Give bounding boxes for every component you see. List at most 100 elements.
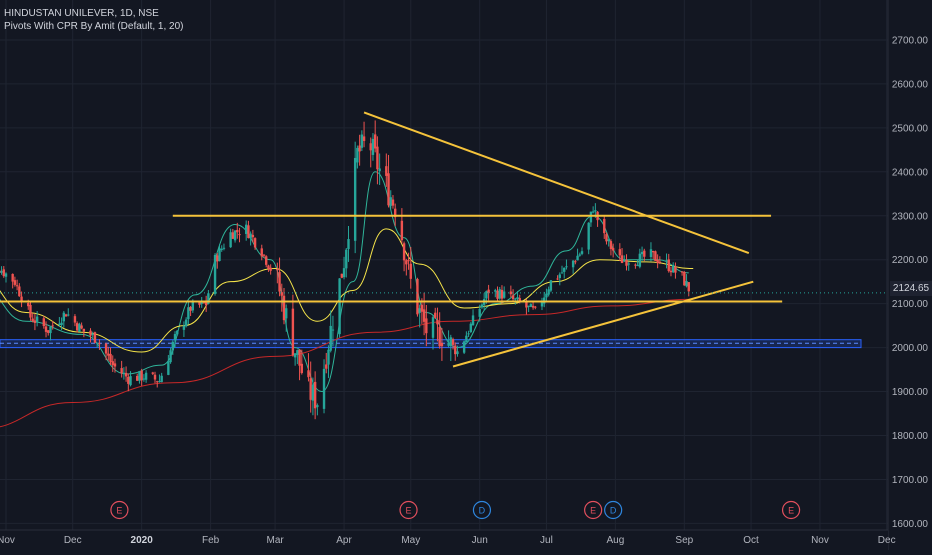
candle-body: [109, 353, 112, 362]
candle-body: [634, 264, 637, 266]
candle-body: [73, 316, 77, 323]
x-tick-label: Jul: [540, 535, 553, 546]
candle-body: [2, 269, 5, 277]
y-tick-label: 2200.00: [892, 255, 929, 266]
y-tick-label: 2300.00: [892, 211, 929, 222]
candle-body: [265, 256, 268, 265]
candle-body: [665, 260, 668, 262]
x-tick-label: Sep: [675, 535, 693, 546]
candle-body: [547, 289, 550, 295]
x-tick-label: Dec: [878, 535, 896, 546]
event-marker-e[interactable]: E: [781, 500, 801, 520]
candle-body: [436, 319, 439, 325]
event-marker-e[interactable]: E: [584, 500, 603, 520]
candle-body: [247, 225, 250, 238]
candle-body: [253, 238, 257, 248]
candle-body: [447, 342, 450, 346]
chart-legend: HINDUSTAN UNILEVER, 1D, NSE Pivots With …: [4, 7, 184, 33]
candle-body: [153, 374, 157, 380]
candle-body: [409, 263, 412, 279]
candle-body: [669, 270, 673, 273]
candle-body: [307, 370, 310, 378]
candle-body: [389, 197, 392, 206]
x-tick-label: Nov: [811, 535, 829, 546]
candle-body: [111, 361, 114, 366]
candle-body: [560, 272, 564, 274]
candle-body: [518, 298, 521, 303]
candle-body: [480, 304, 484, 308]
candle-body: [311, 384, 315, 401]
y-tick-label: 1600.00: [892, 519, 929, 530]
candle-body: [500, 289, 504, 299]
candle-body: [387, 173, 390, 206]
event-marker-d[interactable]: D: [604, 500, 623, 520]
candle-body: [611, 247, 615, 251]
candle-body: [49, 326, 52, 334]
y-tick-label: 2000.00: [892, 343, 929, 354]
candle-body: [160, 375, 163, 383]
candle-body: [95, 342, 99, 344]
candle-body: [514, 298, 517, 300]
y-tick-label: 2100.00: [892, 299, 929, 310]
candle-body: [207, 293, 210, 304]
candle-body: [104, 343, 108, 354]
event-marker-e[interactable]: E: [110, 500, 129, 520]
x-tick-label: Oct: [743, 535, 759, 546]
candle-body: [171, 341, 174, 351]
candle-body: [18, 286, 21, 297]
candle-body: [280, 292, 283, 296]
candle-body: [623, 260, 626, 262]
candle-body: [434, 312, 437, 318]
candle-body: [127, 376, 130, 384]
event-marker-d[interactable]: D: [472, 500, 492, 520]
event-circle: [110, 500, 129, 520]
candle-body: [236, 229, 239, 233]
candle-body: [29, 304, 32, 318]
candle-body: [471, 315, 475, 326]
candle-body: [0, 270, 1, 273]
candle-body: [487, 289, 490, 294]
candle-body: [589, 211, 593, 223]
candle-body: [107, 353, 110, 356]
candle-body: [405, 260, 408, 265]
event-marker-e[interactable]: E: [399, 500, 418, 520]
candle-body: [331, 329, 335, 331]
candle-body: [440, 343, 444, 347]
candle-body: [322, 368, 326, 409]
candle-body: [369, 143, 372, 151]
candle-body: [325, 364, 328, 369]
candle-body: [540, 301, 544, 307]
event-label: E: [406, 506, 412, 516]
candle-body: [300, 363, 303, 374]
candle-body: [44, 326, 48, 332]
drawings[interactable]: [0, 111, 888, 368]
candle-body: [91, 333, 94, 336]
candle-body: [371, 138, 375, 155]
candle-body: [313, 381, 317, 409]
candle-body: [213, 254, 217, 294]
candle-body: [667, 259, 670, 272]
candle-body: [282, 295, 286, 321]
candle-body: [391, 199, 395, 206]
candle-body: [340, 273, 344, 278]
event-label: D: [479, 506, 486, 516]
candle-body: [122, 372, 126, 374]
candle-body: [465, 335, 468, 343]
candle-body: [327, 349, 330, 365]
candle-body: [138, 371, 141, 381]
candle-body: [556, 278, 559, 280]
candle-body: [182, 325, 186, 330]
candle-body: [376, 146, 379, 170]
candle-body: [578, 254, 581, 256]
candle-body: [249, 233, 252, 239]
candle-body: [594, 210, 597, 212]
moving-averages: [0, 171, 694, 428]
candle-body: [35, 316, 39, 322]
candle-body: [502, 291, 506, 298]
candle-body: [75, 323, 79, 331]
y-tick-label: 1900.00: [892, 387, 929, 398]
candle-body: [120, 368, 123, 374]
